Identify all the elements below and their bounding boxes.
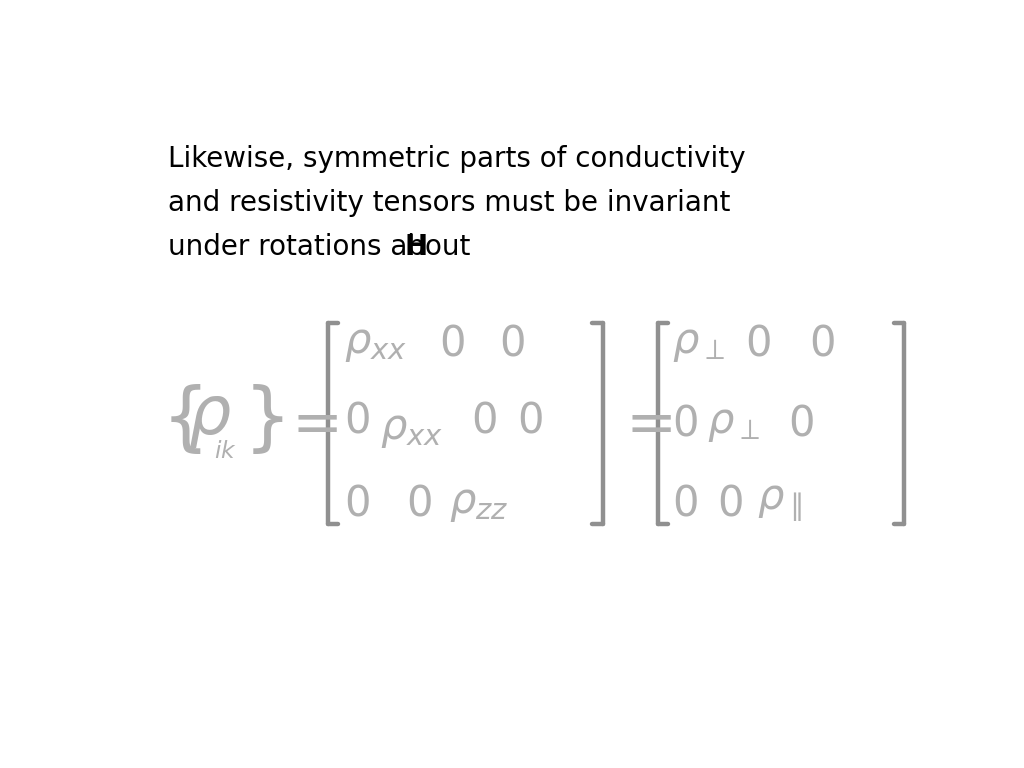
Text: $0$: $0$ [717, 482, 742, 524]
Text: $0$: $0$ [500, 323, 525, 365]
Text: $0$: $0$ [344, 399, 370, 442]
Text: under rotations about: under rotations about [168, 233, 479, 261]
Text: $0$: $0$ [439, 323, 465, 365]
Text: $\rho_{\perp}$: $\rho_{\perp}$ [708, 402, 760, 445]
Text: $0$: $0$ [788, 402, 814, 445]
Text: $\}$: $\}$ [243, 383, 284, 458]
Text: $0$: $0$ [672, 402, 697, 445]
Text: $\{$: $\{$ [162, 383, 202, 458]
Text: Likewise, symmetric parts of conductivity: Likewise, symmetric parts of conductivit… [168, 145, 745, 174]
Text: $0$: $0$ [517, 399, 543, 442]
Text: $\rho_{\parallel}$: $\rho_{\parallel}$ [757, 482, 802, 524]
Text: $=$: $=$ [281, 394, 339, 453]
Text: $\rho_{xx}$: $\rho_{xx}$ [344, 323, 407, 365]
Text: $=$: $=$ [613, 394, 673, 453]
Text: $0$: $0$ [672, 482, 697, 524]
Text: $\rho_{\perp}$: $\rho_{\perp}$ [672, 323, 724, 365]
Text: H: H [404, 233, 427, 261]
Text: $0$: $0$ [406, 482, 431, 524]
Text: $0$: $0$ [745, 323, 771, 365]
Text: $0$: $0$ [344, 482, 370, 524]
Text: $0$: $0$ [809, 323, 835, 365]
Text: $0$: $0$ [471, 399, 497, 442]
Text: and resistivity tensors must be invariant: and resistivity tensors must be invarian… [168, 189, 730, 217]
Text: $\rho_{xx}$: $\rho_{xx}$ [380, 409, 443, 450]
Text: $\rho$: $\rho$ [187, 385, 231, 450]
Text: $\rho_{zz}$: $\rho_{zz}$ [450, 482, 509, 524]
Text: ${}_{ik}$: ${}_{ik}$ [214, 428, 237, 461]
